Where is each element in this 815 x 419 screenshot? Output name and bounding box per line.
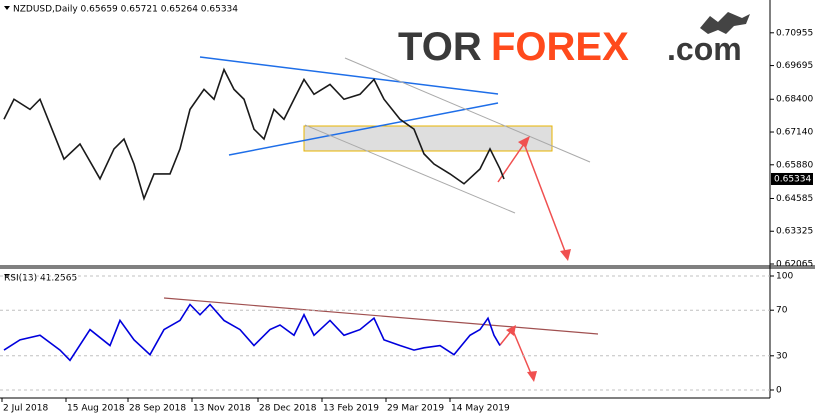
y-tick-label: 30 [776, 351, 788, 361]
logo-text: .com [667, 31, 742, 67]
trend-line [228, 102, 499, 156]
y-tick-label: 0 [776, 386, 782, 396]
x-tick-label: 2 Jul 2018 [3, 404, 48, 414]
arrow-head [518, 136, 530, 148]
arrow [513, 332, 533, 377]
logo-bull [700, 12, 750, 34]
x-tick-label: 28 Dec 2018 [259, 404, 317, 414]
rsi-trend-line [163, 297, 599, 335]
logo-text: TOR [398, 25, 482, 69]
series-line [3, 303, 501, 362]
y-tick-label: 0.64585 [776, 194, 813, 204]
menu-arrow [4, 6, 10, 10]
y-tick-label: 70 [776, 306, 788, 316]
y-tick-label: 0.62065 [776, 260, 813, 270]
channel-line [304, 124, 516, 214]
x-tick-label: 28 Sep 2018 [129, 404, 186, 414]
current-price-box [771, 172, 813, 185]
current-price-label: 0.65334 [774, 174, 811, 184]
channel-line [344, 57, 591, 163]
chart-title: NZDUSD,Daily 0.65659 0.65721 0.65264 0.6… [13, 5, 238, 15]
arrow-head [560, 249, 571, 261]
arrow [524, 145, 567, 255]
y-tick-label: 0.63325 [776, 227, 813, 237]
y-tick-label: 0.65880 [776, 160, 813, 170]
y-tick-label: 0.69695 [776, 61, 813, 71]
x-tick-label: 29 Mar 2019 [387, 404, 444, 414]
y-tick-label: 0.68400 [776, 95, 813, 105]
x-tick-label: 14 May 2019 [451, 404, 510, 414]
x-tick-label: 13 Nov 2018 [193, 404, 251, 414]
x-tick-label: 13 Feb 2019 [323, 404, 379, 414]
y-tick-label: 0.70955 [776, 28, 813, 38]
y-tick-label: 100 [776, 272, 793, 282]
logo-text: FOREX [491, 25, 629, 69]
indicator-title: RSI(13) 41.2565 [4, 274, 77, 284]
arrow-head [527, 371, 537, 382]
series-line [3, 67, 505, 202]
trend-line [199, 56, 499, 95]
y-tick-label: 0.67140 [776, 128, 813, 138]
x-tick-label: 15 Aug 2018 [67, 404, 125, 414]
resistance-zone [303, 125, 553, 152]
